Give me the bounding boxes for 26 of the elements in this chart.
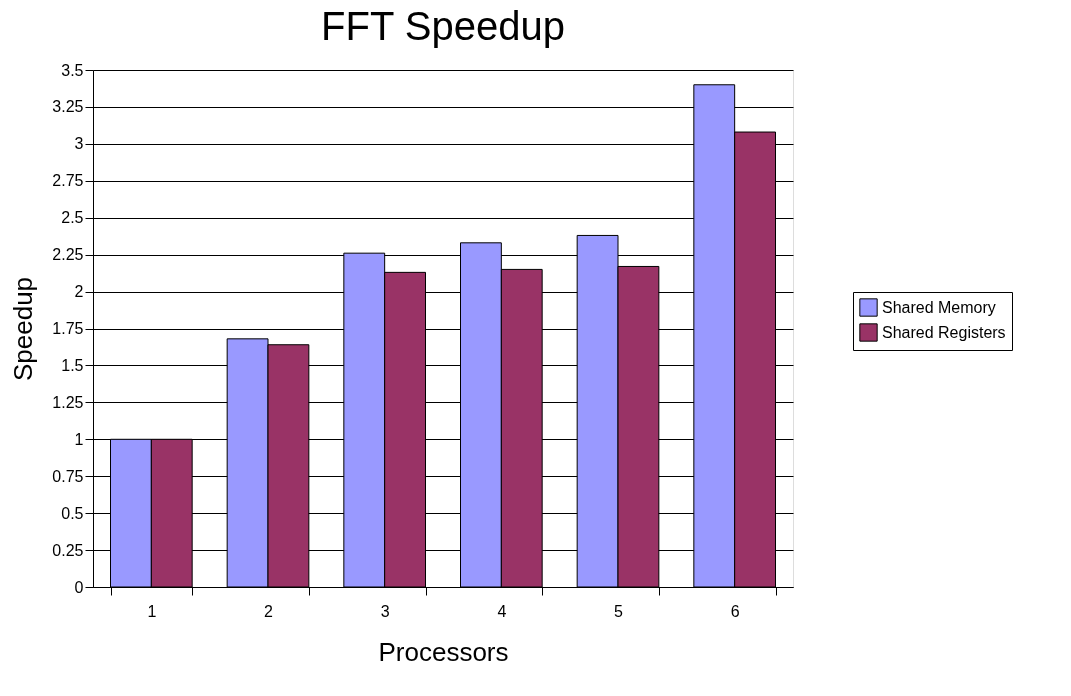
x-tick-label: 4: [497, 602, 507, 620]
y-tick-label: 1.25: [52, 393, 84, 411]
x-tick-label: 2: [264, 602, 274, 620]
x-axis-title: Processors: [378, 636, 509, 667]
y-tick-label: 2.25: [52, 246, 84, 264]
y-tick-label: 3.25: [52, 98, 84, 116]
y-tick-label: 0.75: [52, 467, 84, 485]
legend-label: Shared Registers: [882, 323, 1006, 341]
y-tick-label: 1.75: [52, 320, 84, 337]
x-tick-label: 3: [380, 602, 390, 620]
x-tick-label: 1: [147, 602, 157, 620]
y-tick-label: 3.5: [61, 61, 84, 79]
y-tick-label: 2: [74, 283, 84, 301]
y-axis-title: Speedup: [8, 276, 39, 382]
x-tick-label: 6: [730, 602, 740, 620]
y-tick-label: 2.75: [52, 172, 84, 190]
chart-title: FFT Speedup: [321, 4, 565, 48]
y-tick-label: 1.5: [61, 356, 84, 374]
y-tick-label: 0.5: [61, 504, 84, 522]
x-tick-label: 5: [614, 602, 624, 620]
y-tick-label: 0.25: [52, 541, 84, 559]
y-tick-label: 1: [74, 430, 84, 448]
legend-label: Shared Memory: [882, 298, 996, 316]
y-tick-label: 3: [74, 135, 84, 153]
y-tick-label: 0: [74, 578, 84, 596]
y-tick-label: 2.5: [61, 209, 84, 227]
